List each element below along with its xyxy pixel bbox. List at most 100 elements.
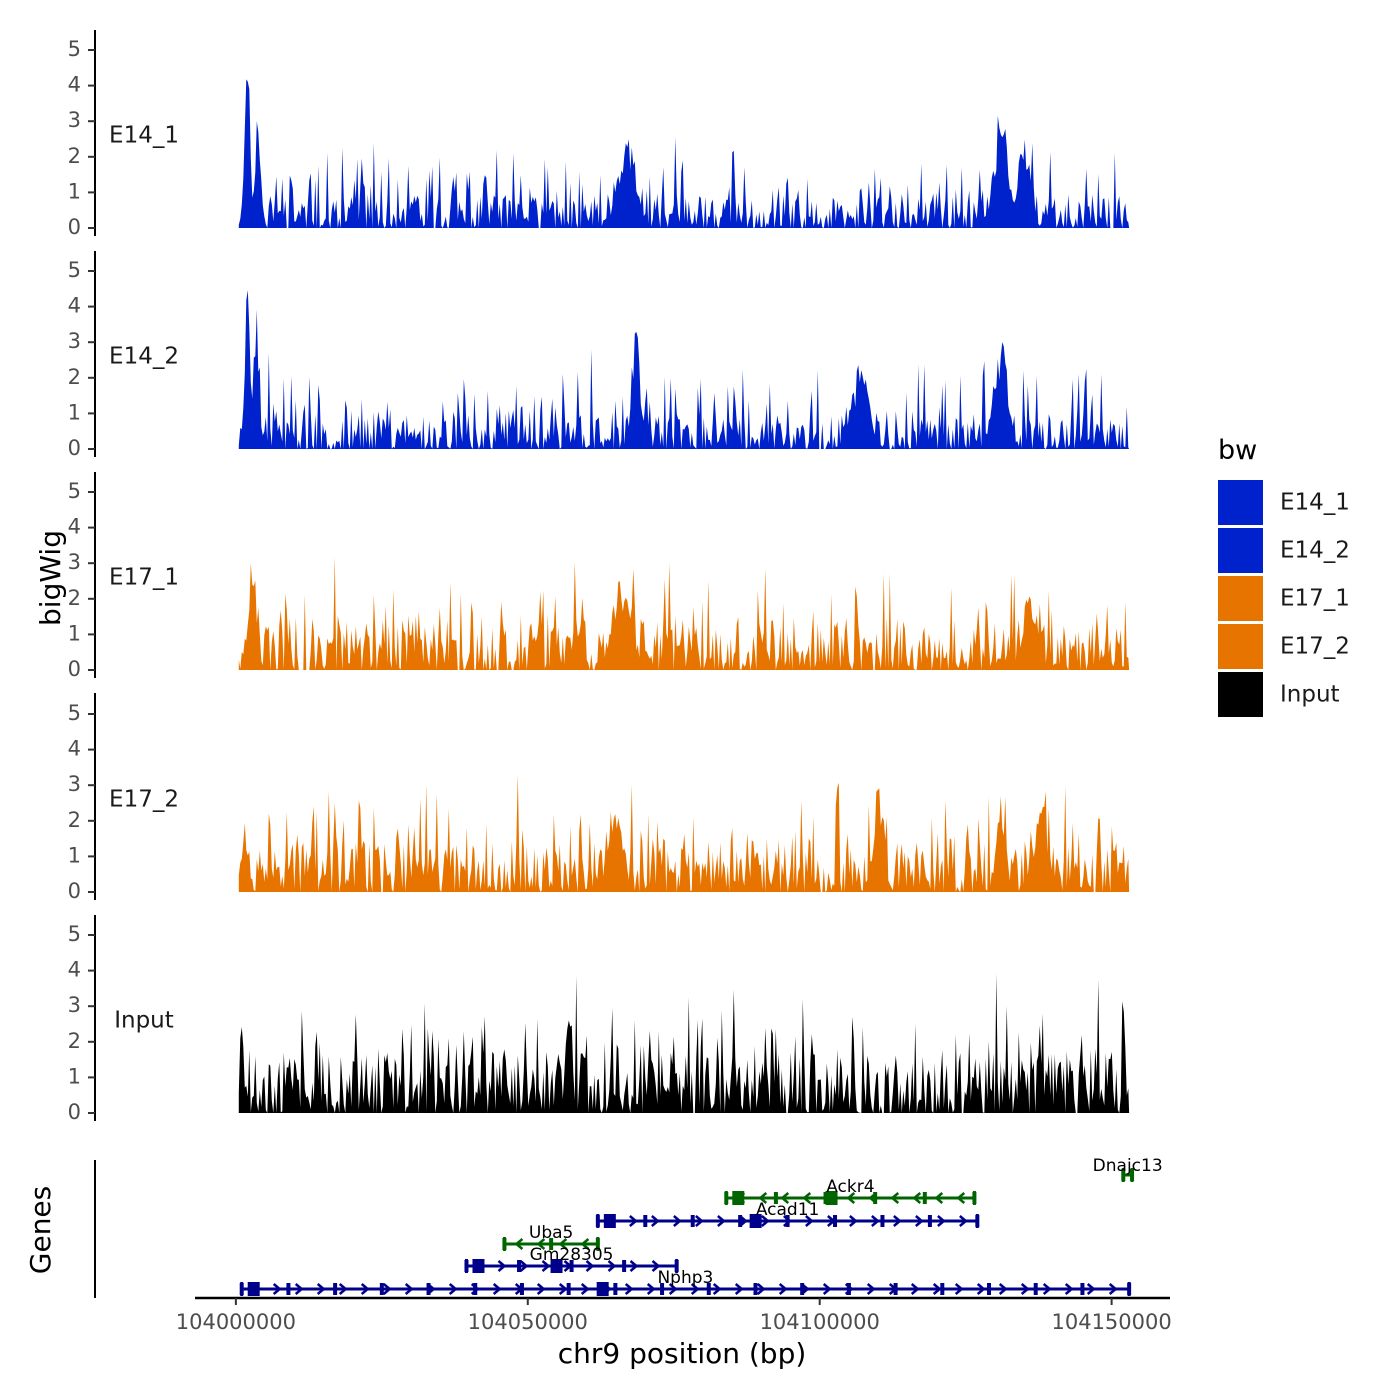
- gene-exon: [379, 1283, 384, 1295]
- gene-exon: [738, 1215, 743, 1227]
- y-tick-label: 3: [68, 108, 81, 132]
- track-label: E17_1: [109, 565, 179, 591]
- y-tick-label: 1: [68, 179, 81, 203]
- gene-exon: [753, 1283, 758, 1295]
- y-tick-label: 0: [68, 215, 81, 239]
- gene-label: Nphp3: [657, 1268, 713, 1288]
- strand-arrow: [673, 1215, 682, 1227]
- y-tick-label: 4: [68, 294, 81, 318]
- strand-arrow: [250, 1283, 260, 1295]
- gene-exon: [286, 1283, 291, 1295]
- strand-arrow: [316, 1283, 326, 1295]
- strand-arrow: [844, 1283, 854, 1295]
- strand-arrow: [783, 1215, 792, 1227]
- strand-arrow: [736, 1192, 746, 1204]
- legend-swatch-E17_1: [1218, 576, 1263, 621]
- strand-arrow: [536, 1238, 546, 1250]
- strand-arrow: [1086, 1283, 1096, 1295]
- gene-Dnajc13: Dnajc13: [1093, 1156, 1163, 1182]
- strand-arrow: [646, 1283, 656, 1295]
- gene-exon-large: [749, 1214, 762, 1228]
- strand-arrow: [805, 1215, 814, 1227]
- strand-arrow: [846, 1192, 856, 1204]
- legend-label: E14_2: [1280, 538, 1350, 564]
- signal-area-E17_1: [238, 556, 1130, 670]
- strand-arrow: [541, 1260, 551, 1272]
- strand-arrow: [514, 1238, 524, 1250]
- strand-arrow: [780, 1192, 790, 1204]
- strand-arrow: [558, 1283, 568, 1295]
- strand-arrow: [585, 1260, 595, 1272]
- strand-arrow: [563, 1260, 573, 1272]
- gene-exon: [502, 1238, 507, 1250]
- track-E14_2: 0 1 2 3 4 5 E14_2: [68, 251, 1130, 460]
- strand-arrow: [448, 1283, 458, 1295]
- strand-arrow: [426, 1283, 436, 1295]
- track-E17_1: 0 1 2 3 4 5 E17_1: [68, 472, 1130, 681]
- signal-area-E14_1: [238, 79, 1130, 229]
- gene-exon: [846, 1283, 851, 1295]
- gene-exon: [800, 1283, 805, 1295]
- strand-arrow: [492, 1283, 502, 1295]
- y-tick-label: 3: [68, 993, 81, 1017]
- legend-swatch-E17_2: [1218, 624, 1263, 669]
- legend: bw E14_1 E14_2 E17_1 E17_2 Input: [1218, 435, 1350, 717]
- strand-arrow: [294, 1283, 304, 1295]
- strand-arrow: [580, 1238, 590, 1250]
- y-tick-label: 3: [68, 329, 81, 353]
- y-tick-label: 5: [68, 922, 81, 946]
- y-tick-label: 2: [68, 808, 81, 832]
- legend-label: E17_2: [1280, 634, 1350, 660]
- y-tick-label: 0: [68, 436, 81, 460]
- strand-arrow: [888, 1283, 898, 1295]
- y-tick-label: 4: [68, 958, 81, 982]
- gene-exon: [613, 1283, 618, 1295]
- x-tick-label: 104050000: [468, 1310, 588, 1334]
- strand-arrow: [382, 1283, 392, 1295]
- y-tick-label: 2: [68, 365, 81, 389]
- strand-arrow: [497, 1260, 507, 1272]
- strand-arrow: [871, 1215, 880, 1227]
- y-tick-label: 1: [68, 843, 81, 867]
- legend-label: E17_1: [1280, 586, 1350, 612]
- gene-exon: [724, 1192, 729, 1204]
- gene-exon: [987, 1283, 992, 1295]
- gene-exon: [773, 1192, 778, 1204]
- strand-arrow: [1064, 1283, 1074, 1295]
- y-axis-title: bigWig: [34, 530, 67, 626]
- strand-arrow: [998, 1283, 1008, 1295]
- gene-Uba5: Uba5: [502, 1223, 600, 1251]
- track-label: Input: [114, 1008, 174, 1034]
- strand-arrow: [536, 1283, 546, 1295]
- strand-arrow: [778, 1283, 788, 1295]
- gene-exon-large: [247, 1282, 260, 1296]
- track-E17_2: 0 1 2 3 4 5 E17_2: [68, 693, 1130, 903]
- strand-arrow: [470, 1283, 480, 1295]
- strand-arrow: [668, 1283, 678, 1295]
- signal-area-Input: [238, 973, 1130, 1113]
- x-axis: 104000000 104050000 104100000 104150000: [176, 1296, 1172, 1334]
- gene-exon: [1080, 1283, 1085, 1295]
- strand-arrow: [272, 1283, 282, 1295]
- strand-arrow: [866, 1283, 876, 1295]
- legend-swatch-Input: [1218, 672, 1263, 717]
- strand-arrow: [956, 1192, 966, 1204]
- gene-exon: [1127, 1283, 1132, 1295]
- strand-arrow: [651, 1215, 660, 1227]
- strand-arrow: [1042, 1283, 1052, 1295]
- strand-arrow: [915, 1215, 924, 1227]
- gene-Acad11: Acad11: [595, 1200, 980, 1228]
- gene-exon: [880, 1215, 885, 1227]
- gene-exon: [473, 1283, 478, 1295]
- strand-arrow: [758, 1192, 768, 1204]
- gene-exon: [1033, 1283, 1038, 1295]
- strand-arrow: [937, 1215, 946, 1227]
- strand-arrow: [734, 1283, 744, 1295]
- x-axis-title: chr9 position (bp): [558, 1337, 807, 1370]
- strand-arrow: [651, 1260, 661, 1272]
- legend-swatch-E14_1: [1218, 480, 1263, 525]
- x-tick-label: 104150000: [1051, 1310, 1171, 1334]
- gene-exon: [972, 1192, 977, 1204]
- strand-arrow: [954, 1283, 964, 1295]
- track-E14_1: 0 1 2 3 4 5 E14_1: [68, 30, 1130, 239]
